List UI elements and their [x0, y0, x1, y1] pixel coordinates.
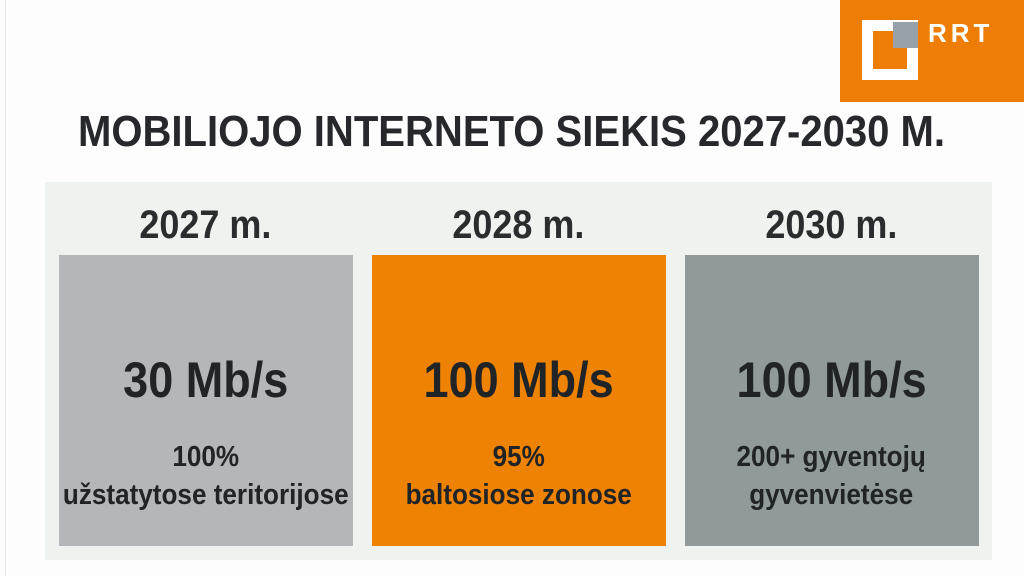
target-box-2027: 30 Mb/s 100% užstatytose teritorijose — [58, 255, 353, 546]
year-label-2030: 2030 m. — [765, 203, 898, 247]
detail-line: baltosiose zonose — [405, 479, 632, 512]
target-box-2030: 100 Mb/s 200+ gyventojų gyvenvietėse — [684, 255, 979, 546]
speed-value-2027: 30 Mb/s — [122, 352, 289, 408]
rrt-logo: RRT — [840, 0, 1024, 102]
rrt-logo-text: RRT — [928, 18, 994, 48]
speed-value-2030: 100 Mb/s — [736, 352, 927, 408]
slide-title: MOBILIOJO INTERNETO SIEKIS 2027-2030 M. — [78, 107, 946, 156]
detail-line: užstatytose teritorijose — [62, 479, 349, 512]
year-label-2028: 2028 m. — [452, 203, 585, 247]
column-2027: 2027 m. 30 Mb/s 100% užstatytose teritor… — [58, 200, 353, 560]
detail-line: 200+ gyventojų — [736, 441, 927, 473]
speed-value-2028: 100 Mb/s — [423, 352, 614, 408]
detail-line: gyvenvietėse — [749, 479, 914, 512]
content-panel: 2027 m. 30 Mb/s 100% užstatytose teritor… — [45, 182, 992, 560]
rrt-logo-square-icon — [862, 20, 918, 80]
target-box-2028: 100 Mb/s 95% baltosiose zonose — [371, 255, 666, 546]
column-2028: 2028 m. 100 Mb/s 95% baltosiose zonose — [371, 200, 666, 560]
left-edge-line — [5, 0, 6, 576]
detail-line: 100% — [172, 441, 239, 473]
rrt-logo-gray-square-icon — [893, 22, 918, 48]
column-2030: 2030 m. 100 Mb/s 200+ gyventojų gyvenvie… — [684, 200, 979, 560]
coverage-detail-2030: 200+ gyventojų gyvenvietėse — [737, 438, 926, 515]
coverage-detail-2027: 100% užstatytose teritorijose — [63, 438, 349, 515]
detail-line: 95% — [492, 441, 545, 473]
coverage-detail-2028: 95% baltosiose zonose — [405, 438, 631, 515]
year-label-2027: 2027 m. — [139, 203, 272, 247]
